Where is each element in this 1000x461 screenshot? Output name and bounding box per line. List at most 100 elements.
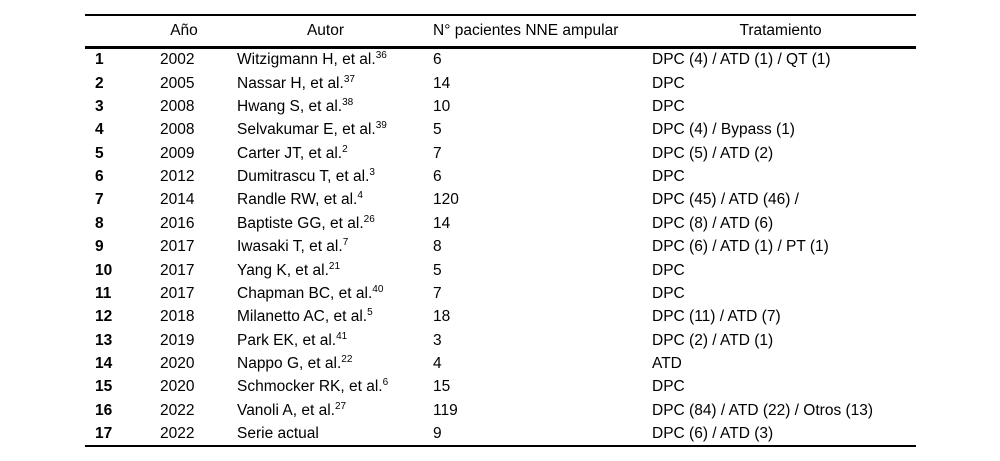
cell-ano: 2012: [160, 168, 195, 186]
table-header-row: Año Autor N° pacientes NNE ampular Trata…: [85, 16, 916, 47]
row-number: 9: [95, 238, 104, 256]
cell-tratamiento: DPC: [652, 284, 685, 302]
reference-superscript: 40: [372, 283, 384, 295]
cell-ano: 2022: [160, 401, 195, 419]
cell-pacientes: 9: [433, 424, 442, 442]
cell-tratamiento: DPC (45) / ATD (46) /: [652, 191, 799, 209]
cell-pacientes: 3: [433, 331, 442, 349]
table-row: 8 2016 Baptiste GG, et al.26 14 DPC (8) …: [85, 212, 916, 235]
table-row: 12 2018 Milanetto AC, et al.5 18 DPC (11…: [85, 305, 916, 328]
cell-ano: 2020: [160, 378, 195, 396]
row-number: 10: [95, 261, 113, 279]
row-number: 5: [95, 144, 104, 162]
author-text: Schmocker RK, et al.: [237, 378, 383, 396]
row-number: 1: [95, 51, 104, 69]
cell-ano: 2017: [160, 284, 195, 302]
cell-autor: Selvakumar E, et al.39: [218, 121, 433, 139]
table-row: 2 2005 Nassar H, et al.37 14 DPC: [85, 72, 916, 95]
cell-autor: Serie actual: [218, 426, 433, 442]
cell-autor: Witzigmann H, et al.36: [218, 50, 433, 69]
table-row: 1 2002 Witzigmann H, et al.36 6 DPC (4) …: [85, 49, 916, 72]
reference-superscript: 2: [342, 143, 348, 155]
table-row: 9 2017 Iwasaki T, et al.7 8 DPC (6) / AT…: [85, 235, 916, 258]
header-ano: Año: [170, 22, 198, 39]
table-row: 11 2017 Chapman BC, et al.40 7 DPC: [85, 282, 916, 305]
cell-ano: 2022: [160, 424, 195, 442]
table-row: 4 2008 Selvakumar E, et al.39 5 DPC (4) …: [85, 119, 916, 142]
row-number: 17: [95, 424, 113, 442]
reference-superscript: 37: [343, 73, 355, 85]
table-row: 10 2017 Yang K, et al.21 5 DPC: [85, 259, 916, 282]
reference-superscript: 5: [367, 307, 373, 319]
author-text: Hwang S, et al.: [237, 98, 343, 116]
cell-pacientes: 5: [433, 121, 442, 139]
cell-pacientes: 119: [433, 401, 458, 419]
cell-tratamiento: DPC (8) / ATD (6): [652, 214, 774, 232]
header-pacientes: N° pacientes NNE ampular: [433, 22, 619, 39]
cell-autor: Carter JT, et al.2: [218, 143, 433, 162]
reference-superscript: 26: [363, 213, 375, 225]
author-text: Witzigmann H, et al.: [237, 51, 376, 69]
cell-tratamiento: DPC: [652, 74, 685, 92]
cell-ano: 2017: [160, 261, 195, 279]
row-number: 11: [95, 284, 112, 302]
cell-tratamiento: ATD: [652, 354, 682, 372]
reference-superscript: 27: [334, 400, 347, 412]
table-top-rule: [85, 14, 916, 16]
cell-autor: Schmocker RK, et al.6: [218, 377, 433, 396]
table-row: 14 2020 Nappo G, et al.22 4 ATD: [85, 352, 916, 375]
cell-pacientes: 8: [433, 238, 442, 256]
reference-superscript: 41: [336, 330, 348, 342]
author-text: Chapman BC, et al.: [237, 284, 373, 302]
cell-tratamiento: DPC (4) / ATD (1) / QT (1): [652, 51, 831, 69]
cell-autor: Iwasaki T, et al.7: [218, 237, 433, 255]
table-row: 5 2009 Carter JT, et al.2 7 DPC (5) / AT…: [85, 142, 916, 165]
cell-pacientes: 7: [433, 144, 442, 162]
author-text: Carter JT, et al.: [237, 144, 343, 162]
table-row: 15 2020 Schmocker RK, et al.6 15 DPC: [85, 375, 916, 398]
cell-ano: 2008: [160, 121, 195, 139]
author-text: Selvakumar E, et al.: [237, 121, 376, 139]
row-number: 14: [95, 354, 113, 372]
cell-tratamiento: DPC (2) / ATD (1): [652, 331, 774, 349]
header-tratamiento: Tratamiento: [739, 22, 822, 39]
cell-tratamiento: DPC (6) / ATD (1) / PT (1): [652, 238, 829, 256]
reference-superscript: 6: [382, 377, 389, 389]
cell-ano: 2019: [160, 331, 195, 349]
cell-pacientes: 10: [433, 98, 451, 116]
cell-ano: 2016: [160, 214, 195, 232]
cell-pacientes: 14: [433, 74, 451, 92]
cell-pacientes: 14: [433, 214, 451, 232]
reference-superscript: 36: [375, 50, 387, 62]
cell-ano: 2008: [160, 98, 195, 116]
cell-autor: Yang K, et al.21: [218, 260, 433, 279]
cell-autor: Nassar H, et al.37: [218, 73, 433, 92]
cell-autor: Baptiste GG, et al.26: [218, 213, 433, 232]
table-row: 7 2014 Randle RW, et al.4 120 DPC (45) /…: [85, 189, 916, 212]
table-bottom-rule: [85, 445, 916, 448]
cell-autor: Hwang S, et al.38: [218, 97, 433, 116]
cell-ano: 2020: [160, 354, 195, 372]
cell-tratamiento: DPC (4) / Bypass (1): [652, 121, 795, 139]
cell-pacientes: 18: [433, 308, 451, 326]
author-text: Dumitrascu T, et al.: [237, 168, 370, 186]
author-text: Yang K, et al.: [237, 261, 329, 279]
reference-superscript: 4: [357, 190, 363, 202]
table-row: 16 2022 Vanoli A, et al.27 119 DPC (84) …: [85, 399, 916, 422]
cell-ano: 2009: [160, 144, 195, 162]
author-text: Vanoli A, et al.: [237, 401, 335, 419]
reference-superscript: 22: [341, 353, 353, 365]
author-text: Nassar H, et al.: [237, 74, 344, 92]
reference-superscript: 21: [328, 260, 341, 272]
reference-superscript: 7: [342, 237, 349, 249]
row-number: 2: [95, 74, 104, 92]
cell-tratamiento: DPC (84) / ATD (22) / Otros (13): [652, 401, 874, 419]
author-text: Baptiste GG, et al.: [237, 214, 364, 232]
cell-pacientes: 6: [433, 51, 442, 69]
cell-pacientes: 6: [433, 168, 442, 186]
row-number: 12: [95, 308, 113, 326]
cell-ano: 2005: [160, 74, 195, 92]
cell-autor: Vanoli A, et al.27: [218, 400, 433, 419]
row-number: 6: [95, 168, 104, 186]
